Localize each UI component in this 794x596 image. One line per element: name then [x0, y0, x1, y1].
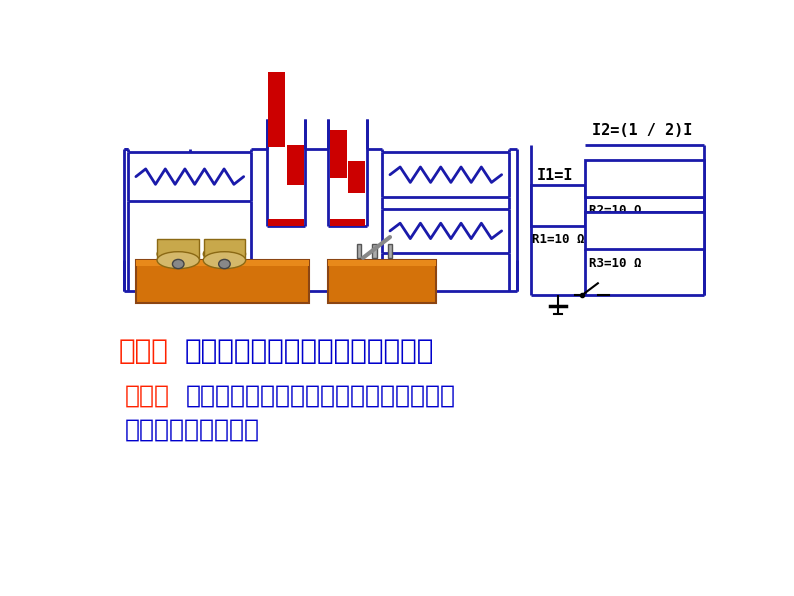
Text: I2=(1 / 2)I: I2=(1 / 2)I — [592, 123, 693, 138]
Bar — [372, 244, 377, 258]
Bar — [287, 145, 304, 185]
Bar — [329, 260, 436, 303]
Ellipse shape — [157, 246, 199, 262]
Text: 说明：: 说明： — [125, 383, 169, 408]
Ellipse shape — [218, 259, 230, 269]
Text: I1=I: I1=I — [537, 168, 573, 183]
Bar — [531, 185, 585, 225]
Bar — [268, 219, 304, 225]
Bar — [157, 238, 199, 260]
Bar — [387, 244, 392, 258]
Text: 电阻相同，时间相同时，电流越大，电流: 电阻相同，时间相同时，电流越大，电流 — [186, 383, 456, 408]
Bar — [330, 130, 347, 178]
Bar — [329, 260, 436, 266]
Bar — [136, 260, 309, 303]
Ellipse shape — [157, 252, 199, 269]
Text: 电流较大的这边的液柱上升较高。: 电流较大的这边的液柱上升较高。 — [184, 337, 434, 365]
Bar — [136, 260, 309, 266]
Bar — [585, 160, 704, 197]
Bar — [330, 219, 365, 225]
Text: 现象：: 现象： — [118, 337, 168, 365]
Bar — [203, 238, 245, 260]
Bar — [349, 161, 365, 193]
Text: R2=10 Ω: R2=10 Ω — [588, 204, 641, 218]
Bar — [585, 212, 704, 249]
Bar — [268, 69, 285, 147]
Text: R3=10 Ω: R3=10 Ω — [588, 257, 641, 270]
Text: R1=10 Ω: R1=10 Ω — [533, 233, 585, 246]
Ellipse shape — [203, 252, 245, 269]
Bar — [357, 244, 361, 258]
Ellipse shape — [172, 259, 184, 269]
Ellipse shape — [203, 246, 245, 262]
Text: 所产生的热量越多。: 所产生的热量越多。 — [125, 418, 260, 442]
